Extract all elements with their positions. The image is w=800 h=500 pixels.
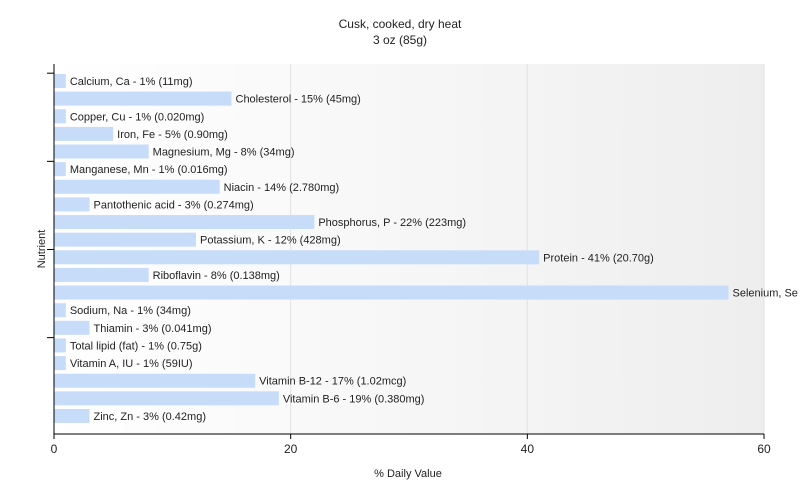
chart-title: Cusk, cooked, dry heat — [339, 17, 462, 31]
bar — [54, 126, 114, 141]
bar — [54, 320, 90, 335]
bar-label: Manganese, Mn - 1% (0.016mg) — [70, 164, 228, 176]
bar-label: Thiamin - 3% (0.041mg) — [94, 323, 212, 335]
bar-label: Sodium, Na - 1% (34mg) — [70, 305, 191, 317]
bar-label: Potassium, K - 12% (428mg) — [200, 235, 341, 247]
x-tick-label: 0 — [51, 442, 58, 456]
y-axis-title: Nutrient — [36, 230, 48, 269]
bar — [54, 215, 315, 230]
bar — [54, 391, 279, 406]
bar-label: Selenium, Se - 57% (39.8mcg) — [733, 288, 800, 300]
bar-label: Riboflavin - 8% (0.138mg) — [153, 270, 280, 282]
bar — [54, 338, 66, 353]
bar — [54, 144, 149, 159]
bar-label: Protein - 41% (20.70g) — [543, 252, 654, 264]
bar-label: Phosphorus, P - 22% (223mg) — [318, 217, 466, 229]
x-tick-label: 60 — [757, 442, 771, 456]
plot-area — [54, 64, 764, 434]
bar-label: Iron, Fe - 5% (0.90mg) — [117, 129, 228, 141]
bar-label: Zinc, Zn - 3% (0.42mg) — [94, 411, 206, 423]
bar — [54, 232, 196, 247]
bar — [54, 179, 220, 194]
bar — [54, 356, 66, 371]
bar — [54, 162, 66, 177]
bar — [54, 74, 66, 88]
bar-label: Pantothenic acid - 3% (0.274mg) — [94, 199, 254, 211]
x-tick-labels: 0 20 40 60 — [51, 442, 771, 456]
bar — [54, 197, 90, 212]
bar-labels: Calcium, Ca - 1% (11mg) Cholesterol - 15%… — [70, 76, 800, 423]
axes — [47, 64, 765, 439]
chart-subtitle: 3 oz (85g) — [373, 33, 427, 47]
x-tick-label: 40 — [521, 442, 535, 456]
bar — [54, 267, 149, 282]
bar — [54, 250, 540, 265]
bar-label: Vitamin B-12 - 17% (1.02mcg) — [259, 376, 406, 388]
bar-label: Magnesium, Mg - 8% (34mg) — [153, 147, 295, 159]
x-tick-label: 20 — [284, 442, 298, 456]
bar-label: Total lipid (fat) - 1% (0.75g) — [70, 340, 202, 352]
bar-label: Cholesterol - 15% (45mg) — [236, 94, 361, 106]
bar-label: Copper, Cu - 1% (0.020mg) — [70, 111, 205, 123]
bar-label: Vitamin A, IU - 1% (59IU) — [70, 358, 193, 370]
bar — [54, 109, 66, 124]
bars — [54, 74, 729, 423]
bar — [54, 285, 729, 300]
bar-label: Vitamin B-6 - 19% (0.380mg) — [283, 393, 425, 405]
x-axis-title: % Daily Value — [374, 468, 442, 480]
bar-label: Niacin - 14% (2.780mg) — [224, 182, 340, 194]
bar — [54, 91, 232, 106]
bar — [54, 408, 90, 423]
bar — [54, 373, 256, 388]
bar — [54, 303, 66, 318]
bar-label: Calcium, Ca - 1% (11mg) — [70, 76, 193, 88]
x-gridlines — [290, 64, 765, 434]
